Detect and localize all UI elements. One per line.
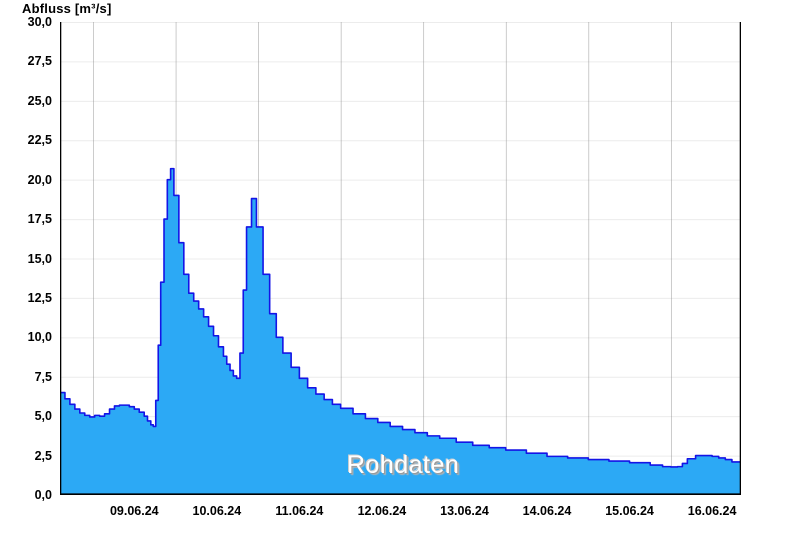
y-tick-label: 30,0 bbox=[27, 15, 52, 29]
y-tick-label: 22,5 bbox=[27, 133, 52, 148]
hydrograph-svg bbox=[60, 22, 741, 495]
y-tick-label: 2,5 bbox=[34, 448, 52, 463]
x-tick-label: 14.06.24 bbox=[522, 504, 572, 518]
y-tick-label: 27,5 bbox=[27, 54, 52, 69]
x-tick-label: 13.06.24 bbox=[440, 504, 489, 518]
y-tick-label: 10,0 bbox=[27, 330, 52, 345]
plot-area bbox=[60, 22, 741, 495]
x-tick-label: 10.06.24 bbox=[192, 504, 242, 518]
y-tick-label: 15,0 bbox=[27, 251, 52, 266]
discharge-area-fill bbox=[60, 168, 741, 495]
y-tick-label: 0,0 bbox=[34, 488, 52, 502]
y-tick-label: 7,5 bbox=[34, 369, 52, 384]
y-tick-label: 17,5 bbox=[27, 212, 52, 227]
discharge-line bbox=[60, 167, 741, 468]
y-tick-label: 12,5 bbox=[27, 290, 52, 305]
y-tick-label: 25,0 bbox=[27, 93, 52, 108]
x-tick-label: 15.06.24 bbox=[605, 504, 654, 518]
x-tick-label: 12.06.24 bbox=[357, 504, 407, 518]
x-tick-label: 16.06.24 bbox=[687, 504, 737, 518]
y-axis-title: Abfluss [m³/s] bbox=[22, 1, 112, 16]
x-tick-label: 09.06.24 bbox=[109, 504, 159, 518]
y-tick-label: 20,0 bbox=[27, 172, 52, 187]
x-tick-label: 11.06.24 bbox=[275, 504, 324, 518]
y-axis-tick-labels: 0,0 2,5 5,0 7,5 10,0 12,5 15,0 17,5 20,0 22,5 25,0… bbox=[0, 0, 52, 550]
y-tick-label: 5,0 bbox=[34, 409, 52, 424]
